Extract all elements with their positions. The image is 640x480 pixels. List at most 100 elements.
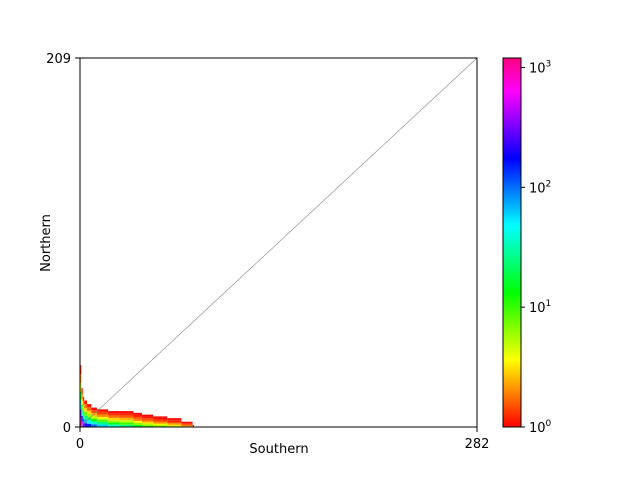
heatmap-cell [141, 418, 154, 420]
heatmap-cell [133, 418, 142, 421]
heatmap-cell [91, 418, 97, 422]
heatmap-cell [81, 421, 83, 427]
heatmap-cell [82, 401, 85, 406]
heatmap-cell [81, 404, 83, 411]
heatmap-cell [141, 416, 154, 419]
heatmap-cell [96, 414, 109, 417]
heatmap-cell [108, 411, 120, 414]
heatmap-cell [167, 420, 182, 422]
heatmap-cell [119, 422, 134, 425]
heatmap-cell [91, 413, 97, 416]
heatmap-cell [153, 419, 168, 421]
heatmap-cell [181, 424, 193, 426]
heatmap-cell [91, 415, 97, 419]
heatmap-cell [82, 422, 85, 427]
heatmap-cell [108, 415, 120, 418]
colorbar [502, 57, 522, 428]
heatmap-cell [80, 409, 82, 419]
heatmap-cell [82, 409, 85, 415]
heatmap-cell [192, 425, 195, 426]
heatmap-cell [84, 411, 88, 416]
heatmap-cell [192, 426, 195, 427]
heatmap-cell [81, 393, 83, 400]
heatmap-cell [84, 408, 88, 412]
heatmap-cell [133, 424, 142, 427]
heatmap-cell [81, 415, 83, 422]
heatmap-cell [141, 414, 154, 417]
y-tick-label-1: 209 [46, 52, 71, 67]
heatmap-cell [133, 414, 142, 417]
heatmap-cell [91, 424, 97, 427]
heatmap-cell [119, 411, 134, 414]
heatmap-cell [192, 425, 195, 427]
heatmap-cell [87, 410, 92, 414]
heatmap-cell [87, 423, 92, 427]
heatmap-cell [80, 400, 82, 410]
heatmap-cell [141, 421, 154, 424]
heatmap-cell [181, 425, 193, 427]
heatmap-cell [153, 416, 168, 418]
x-axis-ticks: 0 282 [76, 427, 490, 452]
heatmap-cell [167, 419, 182, 421]
heatmap-cell [87, 420, 92, 424]
diagonal-reference-line [79, 57, 478, 428]
heatmap-cell [84, 404, 88, 409]
heatmap-cell [96, 416, 109, 420]
heatmap-cell [108, 417, 120, 421]
heatmap-cell [96, 411, 109, 415]
heatmap-cell [167, 425, 182, 427]
heatmap-cell [108, 424, 120, 427]
heatmap-cell [82, 396, 85, 402]
heatmap-cell [91, 410, 97, 414]
heatmap-cell [84, 400, 88, 405]
heatmap-cell [84, 415, 88, 420]
heatmap-cell [181, 421, 193, 423]
heatmap-cell [82, 405, 85, 410]
heatmap-cell [119, 424, 134, 427]
heatmap-cell [84, 419, 88, 424]
x-tick-label-1: 282 [465, 437, 490, 452]
heatmap-cell [87, 407, 92, 411]
heatmap-cell [96, 424, 109, 427]
heatmap-cell [119, 420, 134, 423]
colorbar-tick-label-1: 101 [529, 299, 551, 316]
heatmap-cells [80, 365, 195, 427]
heatmap-cell [153, 420, 168, 423]
x-axis-label: Southern [249, 442, 308, 457]
heatmap-cell [141, 419, 154, 422]
heatmap-cell [153, 423, 168, 426]
heatmap-cell [82, 418, 85, 423]
x-tick-label-0: 0 [76, 437, 84, 452]
heatmap-cell [133, 422, 142, 425]
heatmap-cell [96, 421, 109, 425]
heatmap-cell [81, 410, 83, 416]
heatmap-cell [133, 420, 142, 423]
heatmap-cell [167, 423, 182, 425]
heatmap-cell [181, 423, 193, 425]
heatmap-cell [87, 404, 92, 408]
colorbar-tick-label-3: 103 [529, 59, 551, 76]
heatmap-cell [119, 417, 134, 421]
heatmap-cell [153, 417, 168, 420]
heatmap-cell [96, 409, 109, 412]
heatmap-cell [81, 399, 83, 405]
heatmap-cell [80, 391, 82, 401]
heatmap-cell [91, 421, 97, 425]
heatmap-cell [167, 421, 182, 424]
heatmap-cell [82, 414, 85, 419]
colorbar-tick-label-2: 102 [529, 179, 551, 196]
heatmap-cell [80, 374, 82, 383]
heatmap-cell [153, 425, 168, 427]
colorbar-ticks: 100 101 102 103 [521, 59, 552, 436]
heatmap-cell [153, 422, 168, 424]
heatmap-cell [192, 425, 195, 427]
heatmap-cell [80, 382, 82, 392]
plot-frame [79, 57, 478, 428]
heatmap-cell [119, 415, 134, 418]
heatmap-cell [91, 407, 97, 411]
heatmap-cell [141, 425, 154, 427]
heatmap-cell [181, 422, 193, 424]
heatmap-cell [96, 419, 109, 422]
heatmap-cell [133, 416, 142, 419]
